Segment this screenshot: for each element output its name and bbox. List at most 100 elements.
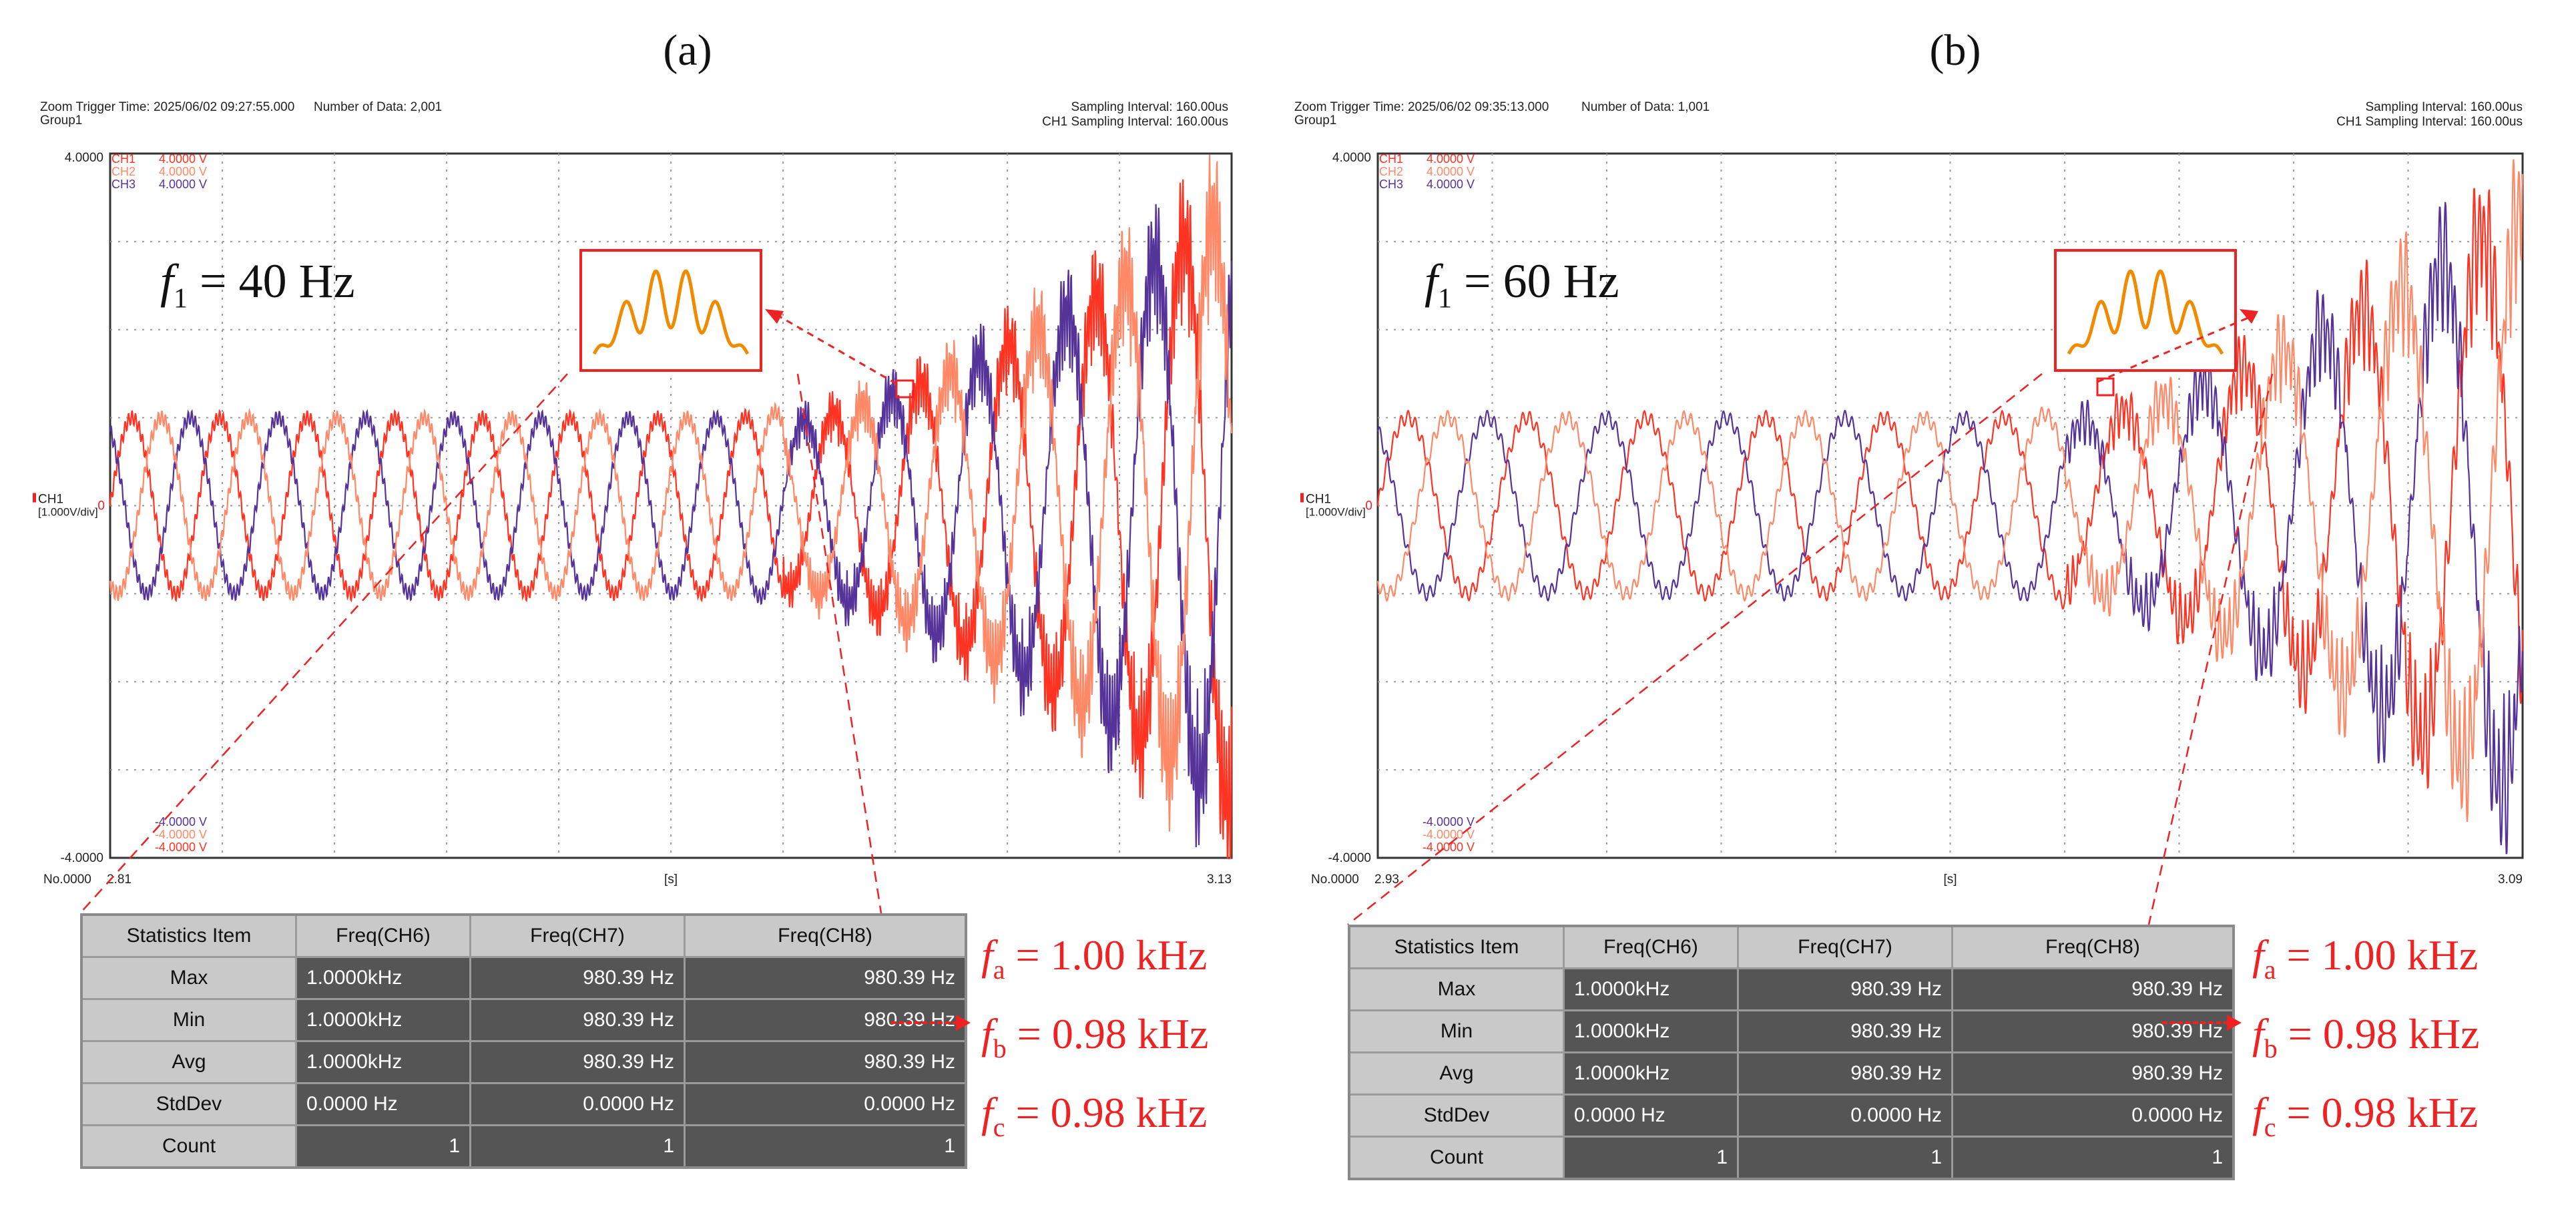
table-cell: 1.0000kHz xyxy=(1563,967,1739,1011)
legend-channel-value: 4.0000 V xyxy=(159,152,207,166)
legend-channel-name: CH1 xyxy=(1379,152,1403,166)
result-value: = 1.00 kHz xyxy=(1005,931,1208,979)
number-of-data: Number of Data: 2,001 xyxy=(314,100,443,114)
table-cell: 980.39 Hz xyxy=(1737,967,1953,1011)
projection-line-left xyxy=(79,373,568,914)
x-end-label: 3.09 xyxy=(2498,873,2523,887)
projection-line-right xyxy=(796,373,882,914)
table-row: Max 1.0000kHz 980.39 Hz 980.39 Hz xyxy=(1348,967,2235,1011)
table-header-cell: Freq(CH8) xyxy=(1951,925,2235,969)
y-max-label: 4.0000 xyxy=(1332,151,1371,165)
freq-symbol: f xyxy=(160,254,174,308)
table-header-cell: Freq(CH7) xyxy=(1737,925,1953,969)
number-of-data: Number of Data: 1,001 xyxy=(1581,100,1710,114)
table-header-row: Statistics Item Freq(CH6) Freq(CH7) Freq(CH… xyxy=(1348,925,2235,969)
table-cell: 0.0000 Hz xyxy=(469,1082,686,1126)
result-annotations: fa = 1.00 kHz fb = 0.98 kHz fc = 0.98 kH… xyxy=(2252,933,2480,1150)
table-cell: 1.0000kHz xyxy=(1563,1051,1739,1096)
ch1-sampling-interval: CH1 Sampling Interval: 160.00us xyxy=(1042,115,1228,129)
result-fc: fc = 0.98 kHz xyxy=(981,1091,1209,1150)
x-end-label: 3.13 xyxy=(1207,873,1232,887)
table-cell: 980.39 Hz xyxy=(1951,1009,2235,1053)
legend-channel-name: CH3 xyxy=(111,178,136,191)
legend-bottom-value: -4.0000 V xyxy=(1423,828,1475,841)
waveform-ch1 xyxy=(109,179,1233,860)
table-cell: 0.0000 Hz xyxy=(295,1082,471,1126)
panel-label: (a) xyxy=(663,26,712,75)
row-label: Avg xyxy=(1348,1051,1565,1096)
group-label: Group1 xyxy=(1294,113,1337,128)
result-fc: fc = 0.98 kHz xyxy=(2252,1091,2480,1150)
table-header-cell: Freq(CH6) xyxy=(1563,925,1739,969)
legend-channel-name: CH3 xyxy=(1379,178,1403,191)
sampling-interval: Sampling Interval: 160.00us xyxy=(1071,100,1228,114)
table-cell: 980.39 Hz xyxy=(1737,1009,1953,1053)
legend-bottom-value: -4.0000 V xyxy=(1423,840,1475,854)
legend-bottom-value: -4.0000 V xyxy=(155,815,207,828)
table-header-cell: Freq(CH7) xyxy=(469,913,686,958)
channel-marker xyxy=(1300,493,1304,503)
zoom-arrow-head xyxy=(2240,309,2258,324)
legend-channel-value: 4.0000 V xyxy=(1427,165,1475,178)
result-fa: fa = 1.00 kHz xyxy=(981,933,1209,992)
row-label: StdDev xyxy=(80,1082,297,1126)
result-value: = 0.98 kHz xyxy=(2277,1010,2480,1057)
zoom-arrow-head xyxy=(765,309,784,324)
sampling-interval: Sampling Interval: 160.00us xyxy=(2365,100,2523,114)
row-label: Min xyxy=(80,998,297,1042)
table-cell: 1.0000kHz xyxy=(295,998,471,1042)
table-cell: 980.39 Hz xyxy=(684,998,967,1042)
panel-a: (a) Zoom Trigger Time: 2025/06/02 09:27:… xyxy=(33,26,1233,1169)
row-label: StdDev xyxy=(1348,1094,1565,1138)
table-row: Min 1.0000kHz 980.39 Hz 980.39 Hz xyxy=(1348,1009,2235,1053)
result-symbol: f xyxy=(981,1010,993,1057)
legend-channel-value: 4.0000 V xyxy=(1427,178,1475,191)
inset-waveform xyxy=(592,269,750,355)
table-cell: 980.39 Hz xyxy=(469,998,686,1042)
table-cell: 980.39 Hz xyxy=(684,956,967,1000)
x-unit-label: [s] xyxy=(1943,873,1957,887)
table-cell: 980.39 Hz xyxy=(1951,967,2235,1011)
table-row: Avg 1.0000kHz 980.39 Hz 980.39 Hz xyxy=(80,1040,967,1084)
row-label: Max xyxy=(80,956,297,1000)
legend-channel-name: CH2 xyxy=(1379,165,1403,178)
table-cell: 980.39 Hz xyxy=(1951,1051,2235,1096)
frequency-annotation: f1 = 40 Hz xyxy=(160,254,355,314)
zoom-arrow-line xyxy=(778,314,897,385)
y-min-label: -4.0000 xyxy=(61,851,103,865)
row-label: Max xyxy=(1348,967,1565,1011)
legend-channel-name: CH1 xyxy=(111,152,136,166)
zoom-box xyxy=(895,379,915,399)
row-label: Count xyxy=(80,1124,297,1169)
table-cell: 1 xyxy=(1951,1136,2235,1180)
trigger-time: Zoom Trigger Time: 2025/06/02 09:35:13.0… xyxy=(1294,100,1549,114)
table-cell: 0.0000 Hz xyxy=(1951,1094,2235,1138)
table-row: Count 1 1 1 xyxy=(1348,1136,2235,1180)
trigger-time: Zoom Trigger Time: 2025/06/02 09:27:55.0… xyxy=(40,100,295,114)
legend-channel-value: 4.0000 V xyxy=(1427,152,1475,166)
freq-value: = 60 Hz xyxy=(1452,254,1619,308)
table-row: Count 1 1 1 xyxy=(80,1124,967,1169)
table-cell: 1 xyxy=(1563,1136,1739,1180)
table-cell: 980.39 Hz xyxy=(684,1040,967,1084)
zoom-box xyxy=(2096,377,2115,397)
result-symbol: f xyxy=(981,1089,993,1136)
inset-box xyxy=(579,249,762,372)
result-subscript: a xyxy=(993,955,1005,985)
legend-channel-value: 4.0000 V xyxy=(159,178,207,191)
table-row: StdDev 0.0000 Hz 0.0000 Hz 0.0000 Hz xyxy=(1348,1094,2235,1138)
result-fa: fa = 1.00 kHz xyxy=(2252,933,2480,992)
table-cell: 1.0000kHz xyxy=(295,956,471,1000)
inset-box xyxy=(2054,249,2237,372)
result-subscript: c xyxy=(993,1112,1005,1142)
freq-symbol: f xyxy=(1425,254,1439,308)
projection-line-left xyxy=(1347,373,2043,925)
waveform-ch3 xyxy=(1376,202,2524,855)
freq-subscript: 1 xyxy=(174,283,188,314)
table-row: Min 1.0000kHz 980.39 Hz 980.39 Hz xyxy=(80,998,967,1042)
result-arrow-head xyxy=(2227,1015,2242,1031)
group-label: Group1 xyxy=(40,113,83,128)
x-origin-label: No.0000 xyxy=(43,873,91,887)
